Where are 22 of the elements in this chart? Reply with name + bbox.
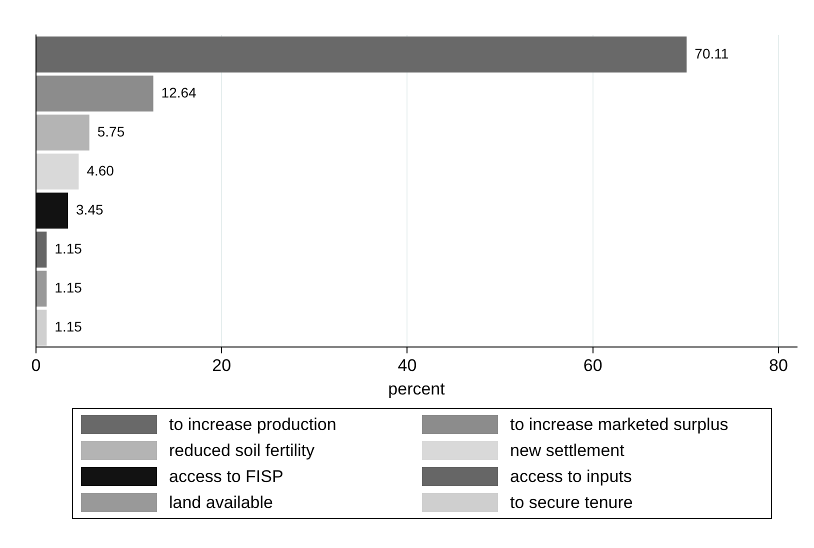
legend-label: land available: [169, 492, 273, 512]
legend-label: to increase marketed surplus: [510, 414, 728, 434]
x-tick-label: 0: [31, 356, 41, 376]
data-label: 70.11: [694, 45, 729, 62]
x-axis-title: percent: [388, 379, 446, 398]
x-tick-label: 40: [398, 356, 417, 376]
data-label: 3.45: [76, 201, 104, 218]
data-label: 4.60: [86, 162, 114, 178]
x-tick-label: 60: [583, 356, 602, 376]
x-tick-label: 80: [768, 356, 788, 376]
legend-label: new settlement: [510, 440, 624, 460]
legend-label: access to inputs: [510, 466, 632, 486]
data-label: 1.15: [54, 280, 82, 296]
legend-label: to increase production: [169, 414, 336, 434]
data-label: 5.75: [97, 123, 125, 140]
data-label: 1.15: [54, 240, 82, 256]
legend-label: reduced soil fertility: [169, 440, 315, 460]
x-tick-label: 20: [212, 356, 232, 376]
data-label: 1.15: [54, 318, 82, 335]
legend-label: access to FISP: [169, 466, 284, 486]
data-label: 12.64: [161, 84, 197, 100]
legend-label: to secure tenure: [510, 492, 633, 512]
